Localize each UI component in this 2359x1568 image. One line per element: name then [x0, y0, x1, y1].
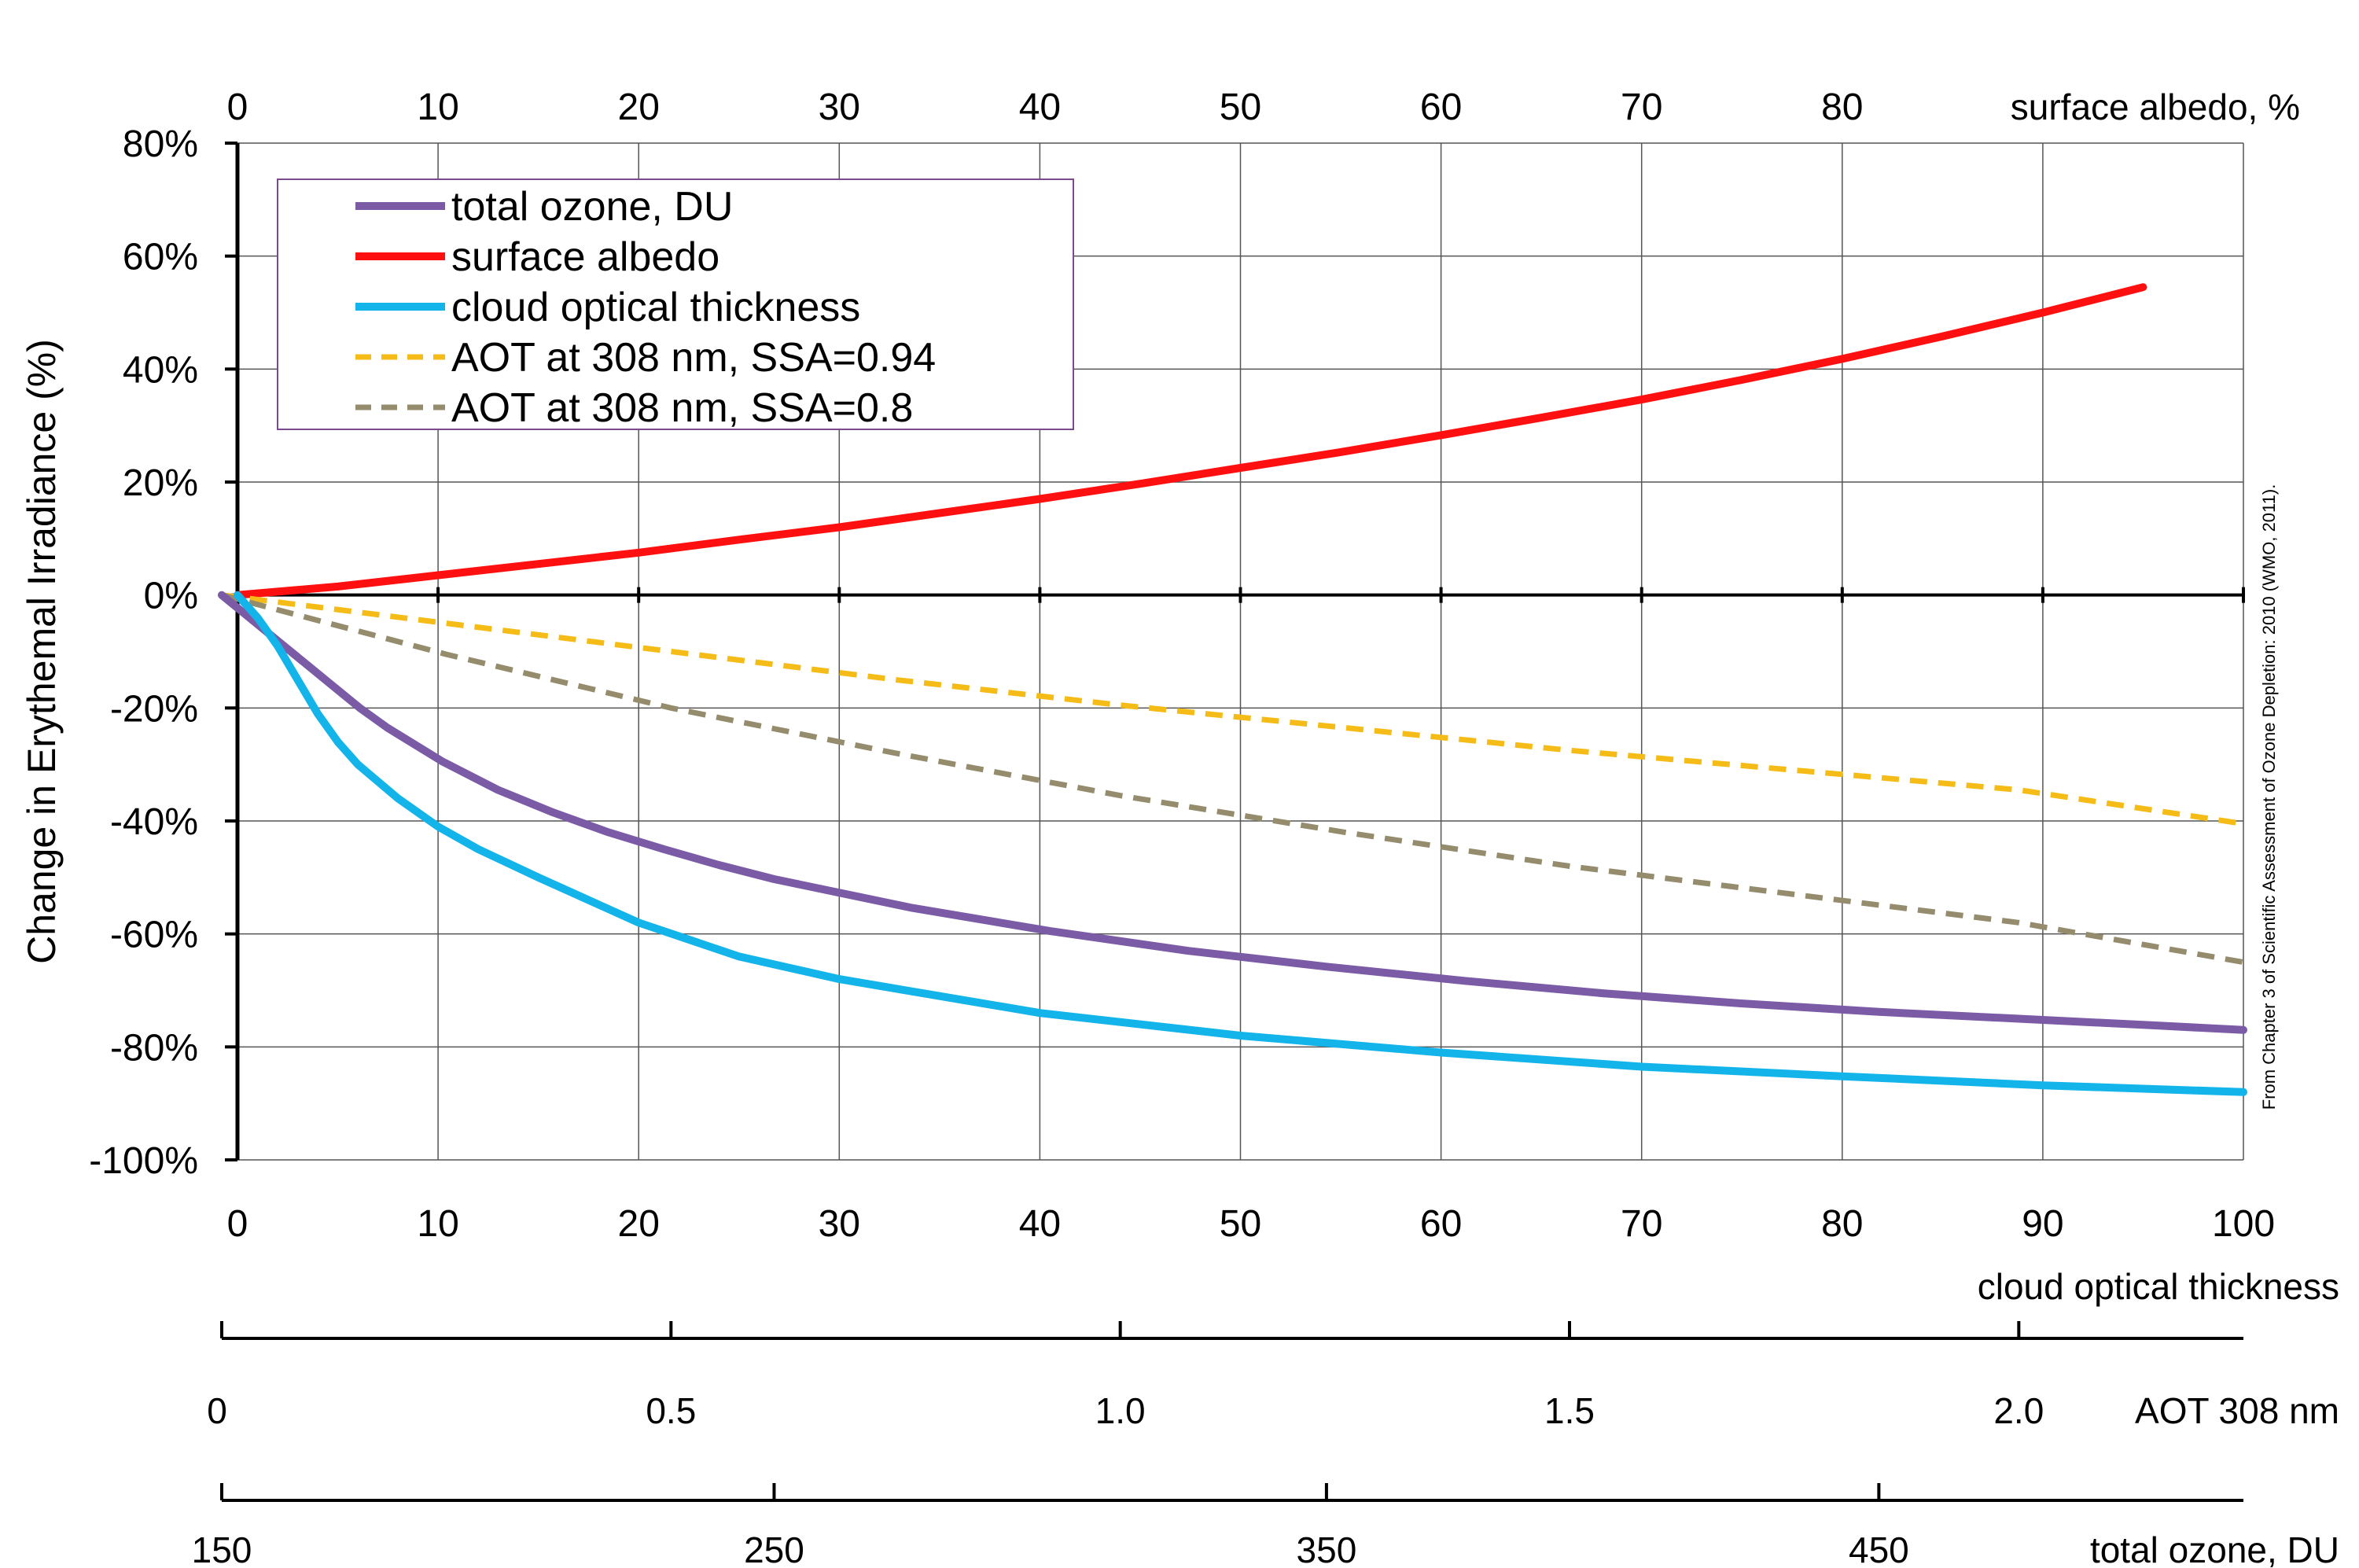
ozone-tick-label: 350 — [1297, 1529, 1357, 1568]
aot-tick-label: 1.5 — [1544, 1390, 1595, 1431]
bottom-axis-title: cloud optical thickness — [1978, 1266, 2339, 1307]
top-tick-label: 50 — [1220, 86, 1261, 128]
legend-label: AOT at 308 nm, SSA=0.94 — [451, 335, 936, 381]
ozone-tick-label: 250 — [744, 1529, 804, 1568]
bottom-tick-label: 30 — [819, 1203, 860, 1245]
top-tick-label: 0 — [227, 86, 248, 128]
y-tick-label: 60% — [123, 237, 198, 278]
bottom-tick-label: 100 — [2212, 1203, 2275, 1245]
credit-text: From Chapter 3 of Scientific Assessment … — [2259, 484, 2279, 1110]
legend-label: total ozone, DU — [451, 184, 733, 230]
top-tick-label: 20 — [618, 86, 660, 128]
series-line-3 — [234, 591, 2247, 1096]
series-line-2 — [234, 283, 2147, 599]
y-tick-label: -40% — [110, 801, 198, 843]
y-tick-label: 80% — [123, 123, 198, 165]
aot-tick-label: 0.5 — [646, 1390, 696, 1431]
ozone-tick-label: 450 — [1849, 1529, 1909, 1568]
axis-labels: 80% 60% 40% 20% 0% -20% -40% -60% -80% -100% 0 10 20… — [20, 86, 2339, 1568]
aot-tick-label: 0 — [207, 1390, 227, 1431]
top-axis-title: surface albedo, % — [2011, 86, 2300, 127]
top-tick-label: 80 — [1821, 86, 1863, 128]
aot-tick-label: 2.0 — [1993, 1390, 2044, 1431]
y-tick-label: 20% — [123, 462, 198, 504]
bottom-tick-label: 20 — [618, 1203, 660, 1245]
series-lines — [218, 283, 2247, 1096]
y-tick-label: -20% — [110, 688, 198, 730]
legend-label: cloud optical thickness — [451, 285, 860, 330]
top-tick-label: 70 — [1621, 86, 1662, 128]
bottom-tick-label: 70 — [1621, 1203, 1662, 1245]
y-tick-label: -80% — [110, 1027, 198, 1069]
y-tick-label: -100% — [89, 1140, 198, 1182]
bottom-tick-label: 50 — [1220, 1203, 1261, 1245]
bottom-tick-label: 40 — [1019, 1203, 1061, 1245]
y-tick-label: 40% — [123, 349, 198, 391]
legend-label: surface albedo — [451, 234, 719, 280]
bottom-tick-label: 10 — [417, 1203, 458, 1245]
top-tick-label: 60 — [1420, 86, 1462, 128]
series-line-1 — [218, 591, 2247, 1034]
bottom-tick-label: 90 — [2022, 1203, 2063, 1245]
ozone-axis-title: total ozone, DU — [2090, 1529, 2339, 1568]
y-axis-title: Change in Erythemal Irradiance (%) — [20, 339, 64, 964]
y-tick-label: -60% — [110, 915, 198, 956]
ozone-tick-label: 150 — [192, 1529, 252, 1568]
top-tick-label: 10 — [417, 86, 458, 128]
series-line-4 — [221, 592, 2244, 827]
series-line-5 — [221, 592, 2244, 966]
legend-label: AOT at 308 nm, SSA=0.8 — [451, 385, 913, 431]
aot-axis-title: AOT 308 nm — [2135, 1390, 2339, 1431]
bottom-tick-label: 80 — [1821, 1203, 1863, 1245]
top-tick-label: 40 — [1019, 86, 1061, 128]
aot-tick-label: 1.0 — [1095, 1390, 1146, 1431]
bottom-tick-label: 0 — [227, 1203, 248, 1245]
top-tick-label: 30 — [819, 86, 860, 128]
bottom-tick-label: 60 — [1420, 1203, 1462, 1245]
y-tick-label: 0% — [144, 576, 198, 617]
axes — [220, 142, 2245, 1502]
